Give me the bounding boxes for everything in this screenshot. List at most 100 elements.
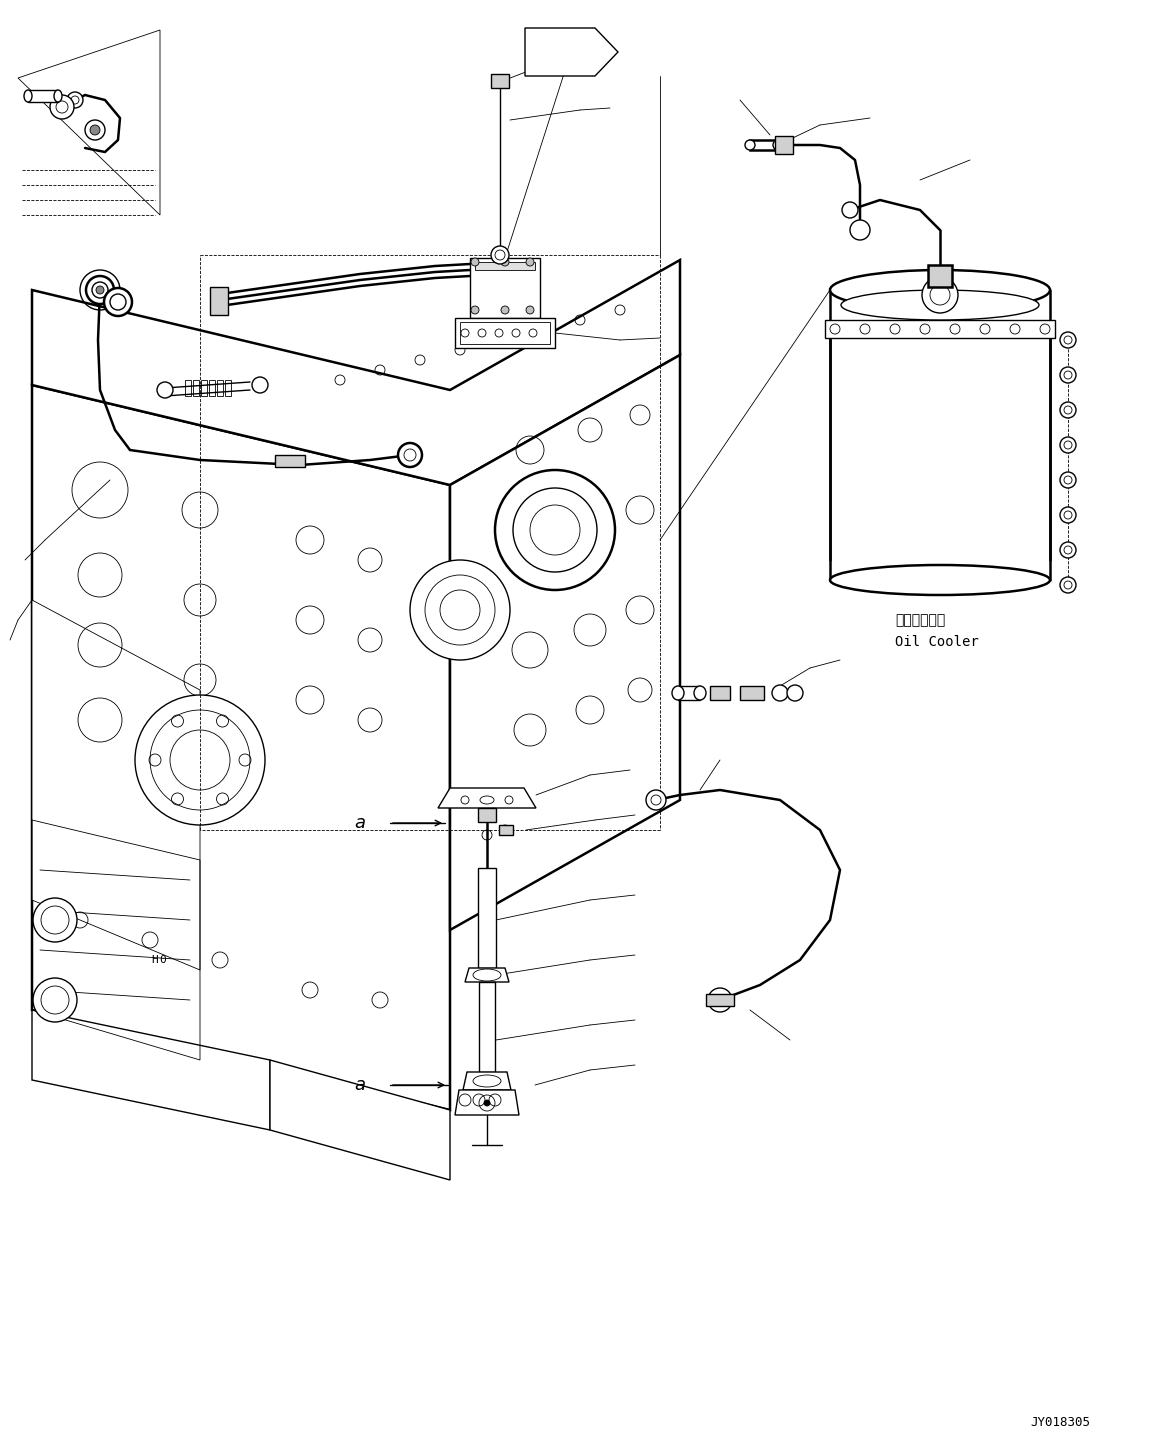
Bar	[825, 320, 1055, 337]
Bar	[706, 994, 734, 1007]
Bar	[28, 89, 58, 102]
Circle shape	[50, 95, 74, 120]
Ellipse shape	[672, 686, 684, 699]
Circle shape	[33, 898, 77, 942]
Circle shape	[484, 1100, 490, 1106]
Ellipse shape	[830, 565, 1050, 596]
Bar	[461, 322, 550, 345]
Polygon shape	[33, 260, 680, 485]
Bar	[211, 287, 228, 314]
Circle shape	[67, 92, 83, 108]
Circle shape	[97, 286, 104, 294]
Bar	[775, 136, 793, 154]
Text: a: a	[355, 813, 365, 832]
Circle shape	[526, 258, 534, 265]
Polygon shape	[450, 355, 680, 930]
Bar	[193, 381, 199, 397]
Polygon shape	[270, 1060, 450, 1180]
Circle shape	[950, 324, 959, 335]
Circle shape	[922, 277, 958, 313]
Polygon shape	[525, 27, 618, 76]
Text: Oil Cooler: Oil Cooler	[896, 634, 979, 649]
Bar	[928, 265, 952, 287]
Ellipse shape	[480, 796, 494, 805]
Circle shape	[471, 306, 479, 314]
Polygon shape	[455, 1090, 519, 1115]
Bar	[217, 381, 223, 397]
Circle shape	[85, 120, 105, 140]
Circle shape	[842, 202, 858, 218]
Ellipse shape	[773, 140, 783, 150]
Ellipse shape	[694, 686, 706, 699]
Circle shape	[471, 258, 479, 265]
Circle shape	[1059, 577, 1076, 593]
Circle shape	[495, 470, 615, 590]
Text: JY018305: JY018305	[1030, 1416, 1090, 1429]
Circle shape	[859, 324, 870, 335]
Text: FWD: FWD	[536, 43, 584, 61]
Circle shape	[526, 306, 534, 314]
Circle shape	[980, 324, 990, 335]
Bar	[750, 140, 778, 150]
Circle shape	[501, 306, 509, 314]
Circle shape	[1059, 402, 1076, 418]
Bar	[475, 262, 535, 270]
Bar	[224, 381, 231, 397]
Text: オイルクーラ: オイルクーラ	[896, 613, 946, 627]
Polygon shape	[33, 600, 200, 970]
Ellipse shape	[53, 89, 62, 102]
Polygon shape	[465, 968, 509, 982]
Bar	[709, 686, 730, 699]
Circle shape	[86, 275, 114, 304]
Circle shape	[830, 324, 840, 335]
Circle shape	[500, 825, 511, 835]
Circle shape	[850, 221, 870, 239]
Circle shape	[708, 988, 732, 1012]
Bar	[209, 381, 215, 397]
Circle shape	[411, 559, 511, 660]
Bar	[678, 686, 700, 699]
Ellipse shape	[841, 290, 1039, 320]
Bar	[491, 74, 509, 88]
Bar	[499, 825, 513, 835]
Circle shape	[1059, 508, 1076, 523]
Polygon shape	[33, 385, 450, 1110]
Circle shape	[1059, 437, 1076, 453]
Bar	[740, 686, 764, 699]
Circle shape	[33, 978, 77, 1022]
Circle shape	[135, 695, 265, 825]
Circle shape	[1059, 368, 1076, 384]
Circle shape	[104, 288, 131, 316]
Ellipse shape	[745, 140, 755, 150]
Ellipse shape	[24, 89, 33, 102]
Circle shape	[398, 443, 422, 467]
Bar	[201, 381, 207, 397]
Polygon shape	[463, 1071, 511, 1090]
Text: a: a	[355, 1076, 365, 1094]
Bar	[470, 258, 540, 319]
Circle shape	[157, 382, 173, 398]
Text: 0: 0	[159, 955, 166, 965]
Polygon shape	[438, 787, 536, 808]
Text: H: H	[151, 955, 158, 965]
Polygon shape	[33, 1009, 270, 1131]
Circle shape	[1059, 542, 1076, 558]
Circle shape	[1059, 332, 1076, 348]
Circle shape	[772, 685, 789, 701]
Circle shape	[645, 790, 666, 810]
Circle shape	[1059, 472, 1076, 487]
Bar	[185, 381, 191, 397]
Circle shape	[890, 324, 900, 335]
Circle shape	[501, 258, 509, 265]
Circle shape	[920, 324, 930, 335]
Circle shape	[90, 125, 100, 136]
Circle shape	[1009, 324, 1020, 335]
Circle shape	[787, 685, 802, 701]
Circle shape	[491, 247, 509, 264]
Ellipse shape	[830, 270, 1050, 310]
Bar	[478, 868, 495, 968]
Circle shape	[252, 376, 267, 394]
Circle shape	[1040, 324, 1050, 335]
Bar	[455, 319, 555, 348]
Bar	[274, 456, 305, 467]
